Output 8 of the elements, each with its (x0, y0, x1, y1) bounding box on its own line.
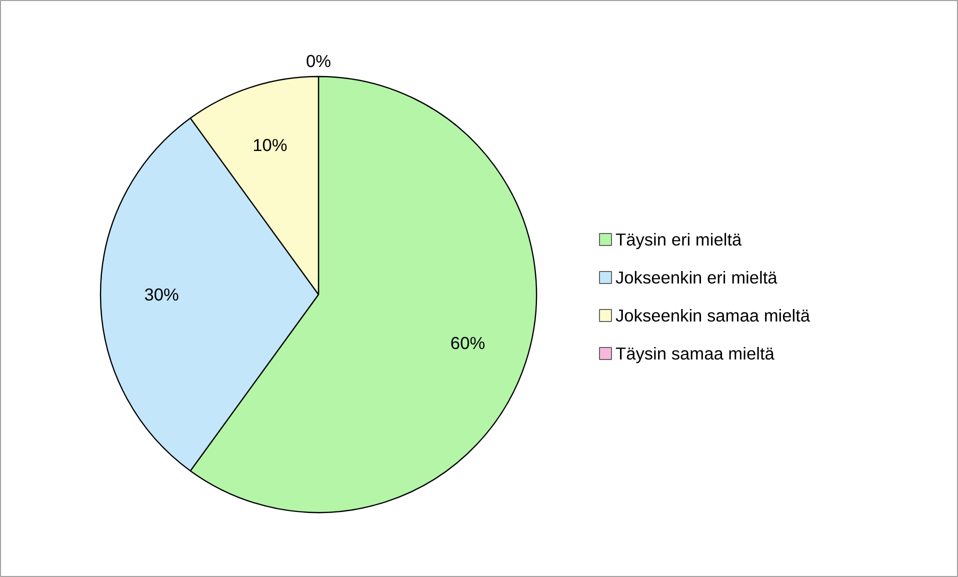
legend-label: Täysin eri mieltä (616, 230, 742, 250)
text: 0% (306, 51, 332, 72)
data-label: 30% (144, 284, 179, 304)
data-label: 60% (450, 333, 486, 354)
legend-label: Täysin samaa mieltä (616, 344, 775, 364)
legend-label: Jokseenkin eri mieltä (616, 268, 778, 288)
data-label: 10% (252, 135, 288, 156)
legend-label: Jokseenkin samaa mieltä (616, 306, 810, 326)
